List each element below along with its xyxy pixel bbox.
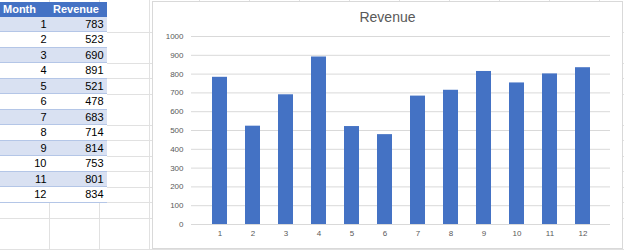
svg-text:800: 800 bbox=[170, 70, 184, 79]
svg-text:600: 600 bbox=[170, 107, 184, 116]
svg-text:2: 2 bbox=[251, 229, 256, 238]
svg-text:3: 3 bbox=[284, 229, 289, 238]
svg-text:700: 700 bbox=[170, 88, 184, 97]
svg-text:10: 10 bbox=[513, 229, 522, 238]
html-text:1: 1 bbox=[40, 17, 47, 30]
svg-text:1: 1 bbox=[218, 229, 223, 238]
svg-text:0: 0 bbox=[179, 220, 184, 229]
html-text:5: 5 bbox=[40, 79, 47, 92]
html-text:690: 690 bbox=[85, 48, 104, 61]
svg-text:7: 7 bbox=[416, 229, 421, 238]
html-text:783: 783 bbox=[85, 17, 104, 30]
html-text:814: 814 bbox=[85, 141, 104, 154]
svg-text:300: 300 bbox=[170, 164, 184, 173]
html-text:12: 12 bbox=[34, 188, 47, 200]
svg-text:500: 500 bbox=[170, 126, 184, 135]
html-text:891: 891 bbox=[85, 64, 104, 76]
html-text:521: 521 bbox=[85, 79, 104, 92]
html-text:834: 834 bbox=[85, 188, 104, 200]
html-text:753: 753 bbox=[85, 157, 104, 169]
html-text:Month: Month bbox=[3, 3, 36, 15]
svg-text:6: 6 bbox=[383, 229, 388, 238]
svg-text:11: 11 bbox=[546, 229, 555, 238]
html-text:714: 714 bbox=[85, 126, 104, 138]
svg-text:8: 8 bbox=[449, 229, 454, 238]
html-text:4: 4 bbox=[40, 64, 47, 76]
html-text:2: 2 bbox=[40, 33, 47, 45]
svg-text:5: 5 bbox=[350, 229, 355, 238]
svg-text:9: 9 bbox=[482, 229, 487, 238]
html-text:7: 7 bbox=[40, 110, 47, 123]
html-text:683: 683 bbox=[85, 110, 104, 123]
html-text:523: 523 bbox=[85, 33, 104, 45]
html-text:478: 478 bbox=[85, 95, 104, 107]
html-text:9: 9 bbox=[40, 141, 47, 154]
html-text:Revenue: Revenue bbox=[359, 9, 416, 25]
svg-text:1000: 1000 bbox=[166, 32, 184, 41]
html-text:801: 801 bbox=[85, 172, 104, 185]
svg-text:400: 400 bbox=[170, 145, 184, 154]
html-text:10: 10 bbox=[34, 157, 47, 169]
html-text:11: 11 bbox=[35, 172, 47, 185]
svg-text:12: 12 bbox=[579, 229, 588, 238]
svg-text:100: 100 bbox=[170, 201, 184, 210]
svg-text:200: 200 bbox=[170, 182, 184, 191]
html-text:6: 6 bbox=[40, 95, 47, 107]
svg-text:900: 900 bbox=[170, 51, 184, 60]
html-text:Revenue: Revenue bbox=[53, 3, 99, 15]
html-text:3: 3 bbox=[40, 48, 47, 61]
html-text:8: 8 bbox=[40, 126, 47, 138]
svg-text:4: 4 bbox=[317, 229, 322, 238]
